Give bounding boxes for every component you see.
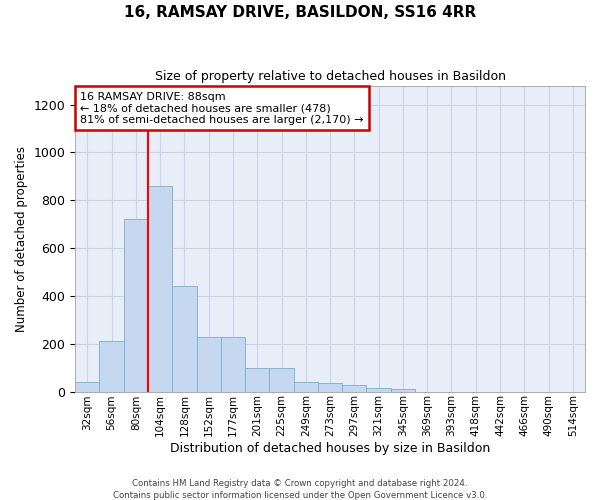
- Text: 16, RAMSAY DRIVE, BASILDON, SS16 4RR: 16, RAMSAY DRIVE, BASILDON, SS16 4RR: [124, 5, 476, 20]
- Bar: [100, 342, 124, 392]
- Bar: [221, 336, 245, 392]
- Title: Size of property relative to detached houses in Basildon: Size of property relative to detached ho…: [155, 70, 506, 83]
- Bar: [293, 382, 318, 392]
- Bar: [245, 368, 269, 392]
- Bar: [342, 385, 367, 392]
- Text: 16 RAMSAY DRIVE: 88sqm
← 18% of detached houses are smaller (478)
81% of semi-de: 16 RAMSAY DRIVE: 88sqm ← 18% of detached…: [80, 92, 364, 125]
- Bar: [124, 220, 148, 392]
- X-axis label: Distribution of detached houses by size in Basildon: Distribution of detached houses by size …: [170, 442, 490, 455]
- Bar: [172, 286, 197, 392]
- Bar: [367, 388, 391, 392]
- Bar: [197, 336, 221, 392]
- Bar: [269, 368, 293, 392]
- Bar: [148, 186, 172, 392]
- Bar: [318, 383, 342, 392]
- Text: Contains HM Land Registry data © Crown copyright and database right 2024.
Contai: Contains HM Land Registry data © Crown c…: [113, 478, 487, 500]
- Y-axis label: Number of detached properties: Number of detached properties: [15, 146, 28, 332]
- Bar: [75, 382, 100, 392]
- Bar: [391, 389, 415, 392]
